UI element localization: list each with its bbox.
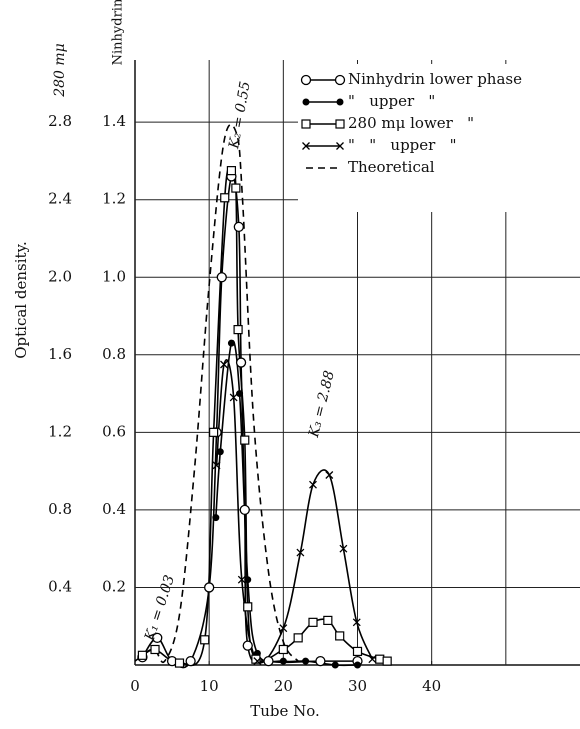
point: [231, 183, 241, 193]
y-tick-label: 1.4: [102, 112, 126, 130]
point: [152, 632, 163, 644]
y-tick-label: 0.4: [102, 500, 126, 518]
point: [325, 471, 334, 479]
point: [339, 544, 348, 553]
y-tick-label: 0.8: [102, 345, 126, 363]
y-tick-label: 1.2: [102, 190, 126, 208]
y2-tick-label: 0.4: [48, 577, 72, 595]
legend-label: " upper ": [348, 92, 435, 110]
point: [352, 618, 361, 627]
point: [382, 656, 392, 666]
point: [301, 119, 311, 129]
point: [279, 657, 287, 665]
y2-tick-label: 1.2: [48, 422, 72, 440]
point: [302, 657, 310, 665]
legend-label: " " upper ": [348, 136, 457, 154]
legend: Ninhydrin lower phase " upper " 280 mμ low…: [298, 64, 580, 212]
point: [216, 448, 224, 456]
x-tick-label: 10: [200, 677, 219, 695]
point: [279, 624, 288, 633]
y2-axis-title: 280 mμ: [52, 43, 68, 98]
point: [302, 142, 310, 150]
annotation: K₁ = 0.03: [142, 573, 179, 644]
point: [229, 393, 238, 402]
y-tick-label: 0.2: [102, 577, 126, 595]
point: [233, 221, 244, 233]
point: [336, 98, 344, 106]
point: [174, 658, 185, 668]
y-tick-label: 0.6: [102, 422, 126, 440]
legend-label: Ninhydrin lower phase: [348, 70, 522, 88]
point: [150, 644, 160, 655]
y2-tick-label: 0.8: [48, 500, 72, 518]
y-tick-label: 1.0: [102, 267, 126, 285]
x-axis-label: Tube No.: [250, 702, 320, 720]
y2-tick-label: 2.4: [48, 190, 72, 208]
point: [216, 272, 227, 283]
point: [239, 504, 250, 516]
point: [226, 166, 237, 176]
point: [335, 631, 345, 641]
y-axis-title: Ninhydrin: [111, 0, 126, 65]
legend-label: Theoretical: [348, 158, 435, 176]
point: [242, 640, 253, 651]
point: [212, 514, 220, 522]
point: [278, 644, 288, 655]
point: [185, 655, 196, 667]
point: [296, 548, 305, 557]
point: [227, 339, 235, 347]
point: [300, 74, 312, 86]
annotation: K₂ = 0.55: [226, 80, 254, 151]
point: [308, 617, 318, 627]
point: [263, 655, 274, 667]
point: [220, 360, 228, 369]
y2-tick-label: 1.6: [48, 345, 72, 363]
point: [236, 390, 244, 398]
legend-label: 280 mμ lower ": [348, 114, 474, 132]
point: [235, 357, 247, 368]
point: [293, 633, 303, 643]
point: [200, 635, 210, 645]
y2-tick-label: 2.0: [48, 267, 72, 285]
y-axis-label: Optical density.: [12, 241, 30, 359]
point: [309, 480, 317, 489]
x-tick-label: 30: [348, 677, 367, 695]
point: [315, 655, 326, 667]
point: [243, 602, 253, 612]
point: [137, 650, 148, 660]
point: [240, 435, 250, 445]
annotation: K₃ = 2.88: [306, 369, 338, 440]
x-tick-label: 40: [422, 677, 441, 695]
point: [352, 646, 363, 657]
point: [331, 661, 339, 669]
point: [323, 615, 333, 626]
point: [237, 575, 246, 584]
point: [335, 119, 345, 129]
point: [220, 193, 230, 203]
point: [354, 661, 361, 669]
point: [375, 654, 385, 664]
x-tick-label: 0: [130, 677, 140, 695]
point: [302, 98, 310, 106]
point: [368, 655, 377, 664]
y2-tick-label: 2.8: [48, 112, 72, 130]
point: [212, 461, 221, 470]
legend-box: [298, 64, 580, 212]
point: [204, 582, 215, 593]
point: [244, 576, 252, 584]
series-line: [134, 123, 299, 664]
point: [209, 427, 219, 437]
point: [233, 325, 243, 335]
point: [253, 657, 262, 666]
point: [336, 142, 344, 150]
x-tick-label: 20: [274, 677, 293, 695]
point: [334, 74, 346, 86]
